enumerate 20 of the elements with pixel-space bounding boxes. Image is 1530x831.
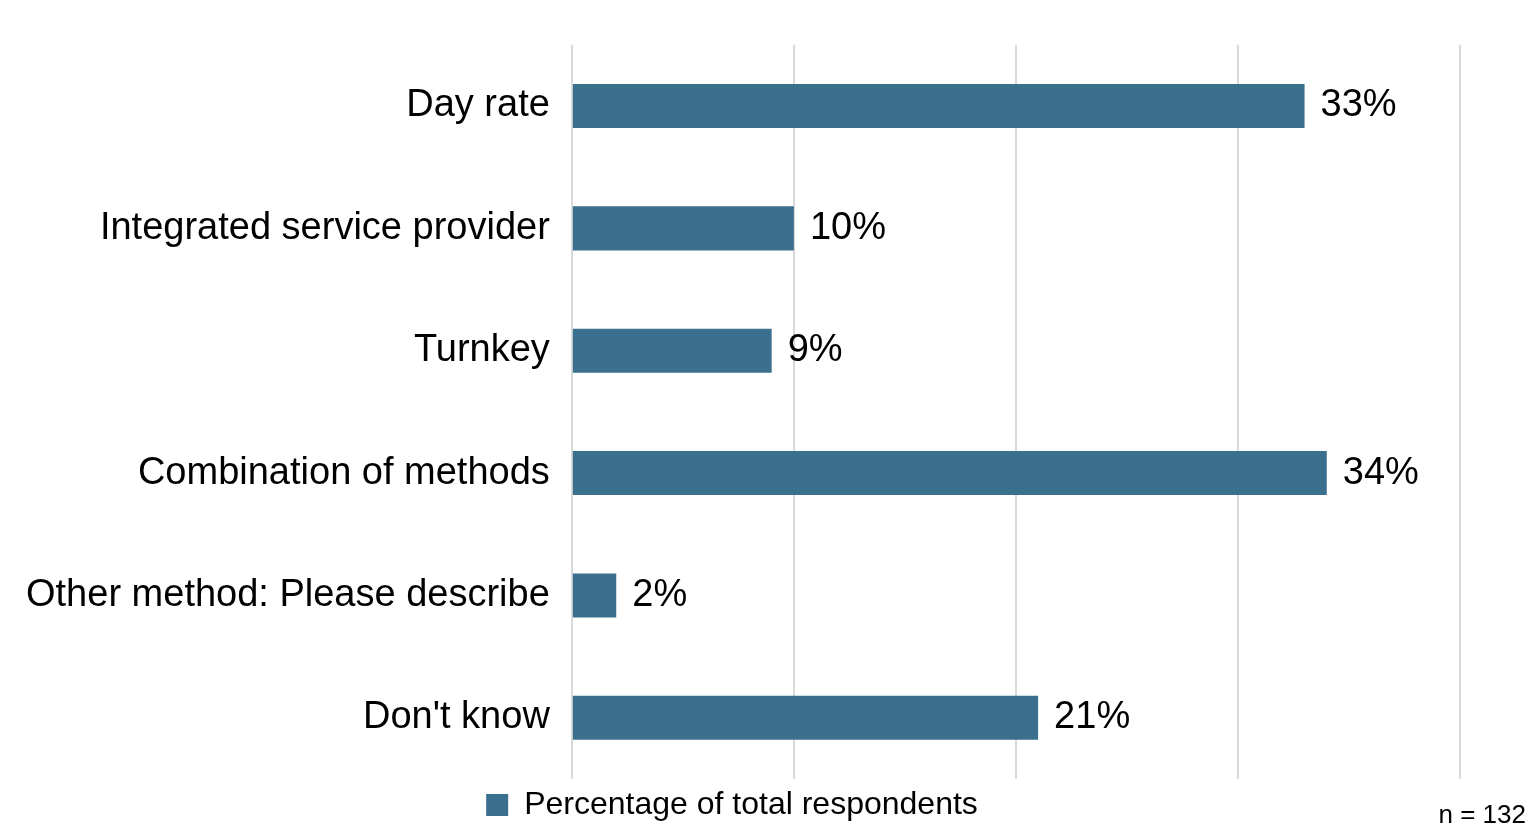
y-tick-label: Don't know [363, 694, 551, 737]
data-label: 10% [809, 204, 886, 247]
bar [572, 83, 1305, 129]
data-label: 21% [1054, 694, 1131, 737]
data-label: 34% [1342, 449, 1419, 492]
data-label: 9% [787, 327, 843, 370]
bar [572, 695, 1039, 740]
legend-label: Percentage of total respondents [524, 784, 978, 821]
text: n = 132 [1438, 799, 1526, 830]
bar [572, 451, 1327, 496]
y-tick-label: Other method: Please describe [25, 571, 550, 614]
y-tick-label: Integrated service provider [99, 204, 551, 247]
bar [572, 328, 772, 373]
data-label: 33% [1320, 82, 1397, 125]
y-tick-label: Turnkey [413, 327, 550, 370]
data-label: 2% [632, 571, 688, 614]
bar [572, 573, 617, 618]
y-tick-label: Day rate [406, 82, 550, 125]
y-tick-label: Combination of methods [137, 449, 550, 492]
bar [572, 206, 794, 251]
